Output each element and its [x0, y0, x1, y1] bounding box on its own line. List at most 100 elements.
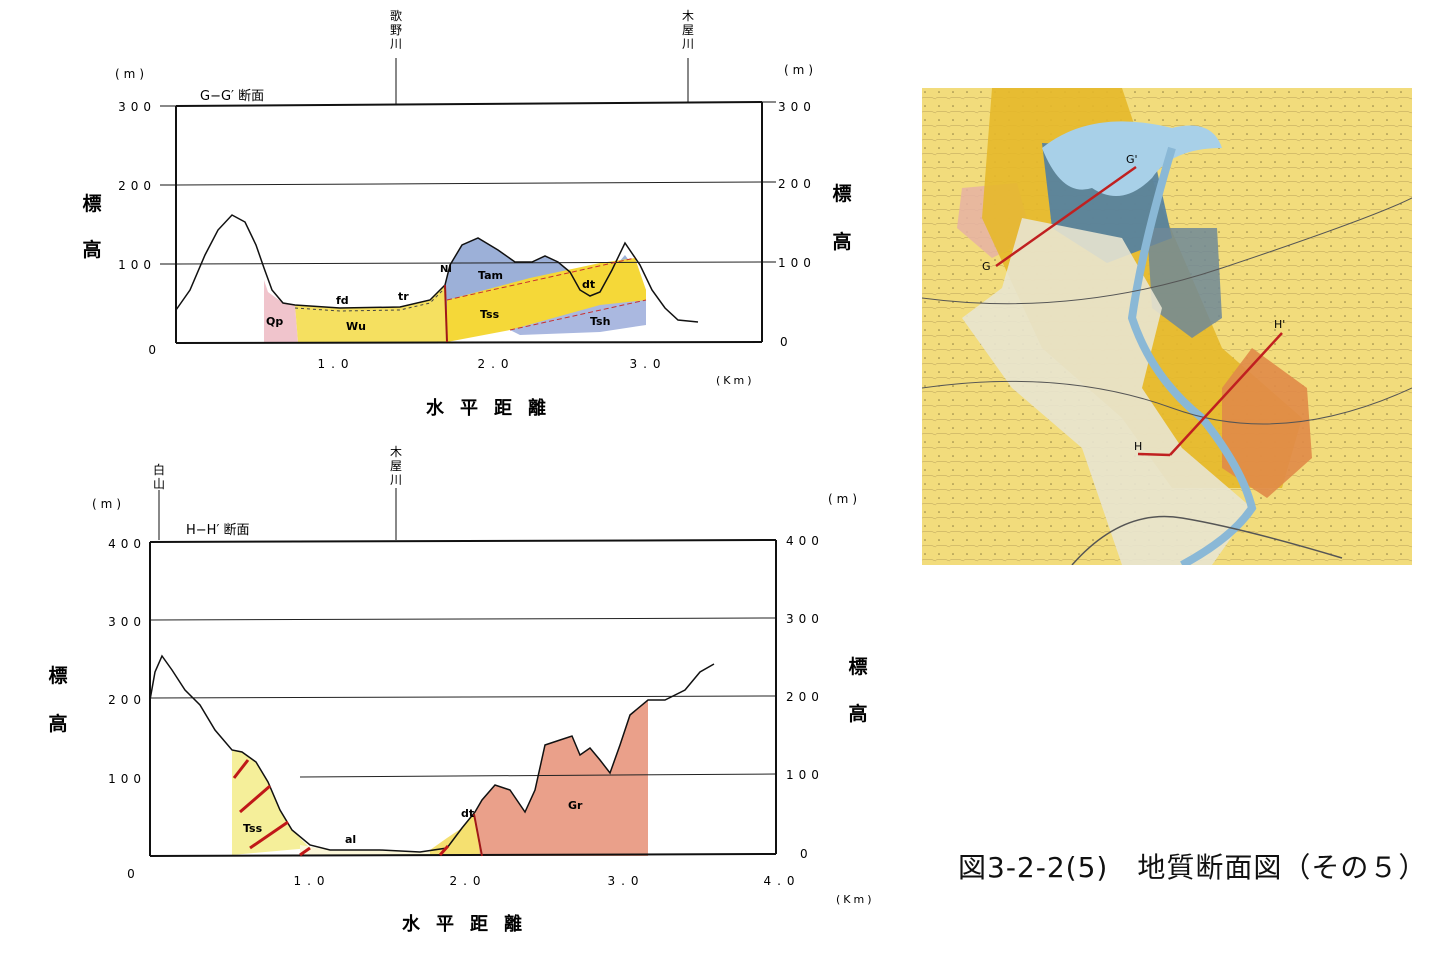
hh-y-tick-label: 100 — [108, 772, 146, 786]
hh-dip-mark — [438, 845, 450, 856]
hh-x-tick-label: 1.0 — [293, 874, 330, 888]
geologic-map: G G' H H' — [922, 88, 1412, 565]
map-river — [1127, 146, 1257, 565]
gg-boundary-line — [446, 257, 636, 301]
hh-y-tick-label-right: 400 — [786, 534, 824, 548]
hh-river-label: 木屋川 — [390, 445, 402, 487]
map-road — [922, 197, 1412, 305]
hh-dip-mark — [249, 820, 289, 850]
hh-dip-mark — [299, 846, 311, 857]
gg-x-tick-label: 2.0 — [477, 357, 514, 371]
hh-x-tick-label: 2.0 — [449, 874, 486, 888]
hh-y-tick-label-right: 200 — [786, 690, 824, 704]
gg-unit-tsh-fill — [510, 300, 646, 335]
hh-peak-char: 山 — [153, 477, 165, 491]
map-section-line-gg — [995, 165, 1137, 268]
map-label: G' — [1126, 153, 1138, 166]
gg-x-tick-label: 1.0 — [317, 357, 354, 371]
gg-y-tick-label: 100 — [118, 258, 156, 272]
hh-y-tick-label-right: 0 — [800, 847, 808, 861]
hh-x-tick-label: 4.0 — [763, 874, 800, 888]
gg-unit-tss-fill — [447, 258, 646, 342]
map-label: G — [982, 260, 991, 273]
hh-unit-km: (Km) — [836, 893, 875, 906]
map-section-line-hh — [1169, 332, 1283, 456]
gg-grid-100 — [175, 261, 763, 265]
gg-topography-line — [175, 214, 699, 323]
gg-unit-qp-fill — [264, 280, 298, 342]
gg-vertical-label-bottom: 高 — [82, 238, 101, 261]
hh-dip-mark — [239, 784, 271, 814]
hh-unit-right-m: (m) — [828, 492, 861, 506]
gg-x-tick-label: 3.0 — [629, 357, 666, 371]
gg-river-right-char: 川 — [682, 37, 694, 51]
hh-vertical-label-top-right: 標 — [848, 655, 867, 678]
hh-x-tick-label: 3.0 — [607, 874, 644, 888]
gg-terrace-dots — [294, 287, 446, 312]
hh-river-char: 木 — [390, 445, 402, 459]
map-label: H — [1134, 440, 1142, 453]
geologic-map-svg: G G' H H' — [922, 88, 1412, 565]
hh-y-tick-label-right: 300 — [786, 612, 824, 626]
hh-y-tick-label: 400 — [108, 537, 146, 551]
map-road — [1071, 515, 1343, 565]
gg-unit-label: Tam — [478, 269, 503, 282]
gg-unit-label: Wu — [346, 320, 366, 333]
hh-fault-line — [473, 813, 483, 857]
map-orange-zone — [1222, 348, 1312, 498]
gg-unit-label: fd — [336, 294, 349, 307]
gg-grid-200 — [175, 181, 763, 186]
gg-river-right-char: 屋 — [682, 23, 694, 37]
hh-grid-300 — [149, 617, 777, 621]
gg-unit-label: Qp — [266, 315, 283, 328]
gg-vertical-label-bottom-right: 高 — [832, 230, 851, 253]
hh-dip-mark — [232, 759, 250, 779]
hh-grid-200 — [149, 695, 777, 699]
map-label: H' — [1274, 318, 1285, 331]
gg-vertical-label-top-right: 標 — [832, 182, 851, 205]
hh-unit-label: al — [345, 833, 356, 846]
gg-grid-300 — [175, 101, 763, 107]
gg-unit-wu-fill — [295, 285, 447, 342]
hh-river-char: 川 — [390, 473, 402, 487]
gg-boundary-line — [509, 299, 647, 331]
gg-river-right: 木屋川 — [682, 9, 694, 51]
gg-y-tick-label: 200 — [118, 179, 156, 193]
hh-y-tick-label: 300 — [108, 615, 146, 629]
gg-vertical-label-top: 標 — [82, 192, 101, 215]
gg-river-left: 歌野川 — [390, 8, 402, 51]
map-blue-zone — [1147, 228, 1222, 338]
hh-vertical-label-bottom: 高 — [48, 712, 67, 735]
hh-unit-dt-fill — [430, 812, 482, 856]
hh-axis-x — [149, 853, 777, 857]
hh-peak-label: 白山 — [153, 462, 165, 491]
map-lake — [1042, 121, 1222, 196]
hh-unit-label: Tss — [243, 822, 263, 835]
hh-y-tick-label: 200 — [108, 693, 146, 707]
gg-y-tick-label-right: 0 — [780, 335, 788, 349]
hh-unit-left-m: (m) — [92, 497, 125, 511]
hh-unit-gr-fill — [475, 700, 648, 856]
gg-river-left-char: 川 — [390, 37, 402, 51]
gg-y-tick-label-right: 200 — [778, 177, 816, 191]
gg-unit-label: tr — [398, 290, 409, 303]
hh-grid-400 — [149, 539, 777, 543]
gg-unit-label: dt — [582, 278, 595, 291]
gg-river-left-char: 歌 — [390, 8, 402, 23]
gg-unit-label: Tsh — [590, 315, 610, 328]
gg-horizontal-label: 水平距離 — [426, 397, 562, 419]
figure-caption: 図3-2-2(5) 地質断面図（その５） — [958, 851, 1428, 884]
gg-fault-line — [444, 284, 448, 343]
gg-section: G−G′ 断面 歌野川 木屋川 (m) (m) 300 200 100 0 30… — [82, 8, 851, 419]
hh-unit-label: Gr — [568, 799, 583, 812]
gg-river-left-char: 野 — [390, 23, 402, 37]
gg-river-right-char: 木 — [682, 9, 694, 23]
gg-unit-right-m: (m) — [784, 63, 817, 77]
hh-vertical-label-top: 標 — [48, 664, 67, 687]
hh-topography-line — [149, 654, 715, 853]
hh-unit-label: dt — [461, 807, 474, 820]
gg-unit-left-m: (m) — [115, 67, 148, 81]
map-section-line-hh — [1137, 452, 1171, 457]
hh-peak-char: 白 — [153, 462, 165, 477]
map-road — [922, 380, 1412, 425]
